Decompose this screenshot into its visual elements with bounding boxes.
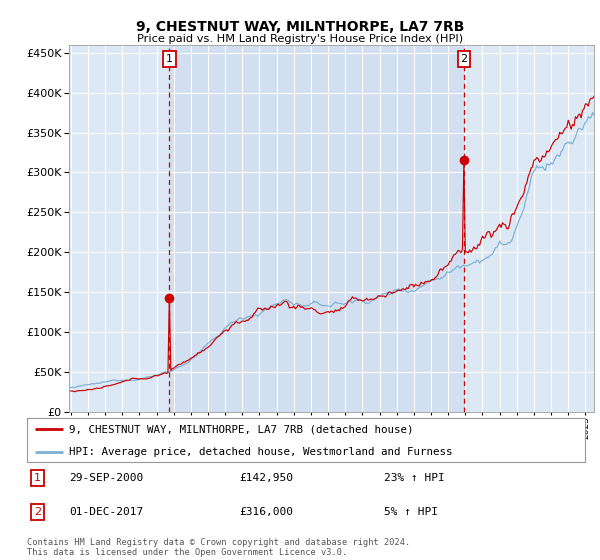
Text: 1: 1 bbox=[166, 54, 173, 64]
Text: HPI: Average price, detached house, Westmorland and Furness: HPI: Average price, detached house, West… bbox=[69, 447, 452, 458]
Text: 9, CHESTNUT WAY, MILNTHORPE, LA7 7RB (detached house): 9, CHESTNUT WAY, MILNTHORPE, LA7 7RB (de… bbox=[69, 424, 413, 434]
Text: 01-DEC-2017: 01-DEC-2017 bbox=[69, 507, 143, 517]
Text: Price paid vs. HM Land Registry's House Price Index (HPI): Price paid vs. HM Land Registry's House … bbox=[137, 34, 463, 44]
Text: 9, CHESTNUT WAY, MILNTHORPE, LA7 7RB: 9, CHESTNUT WAY, MILNTHORPE, LA7 7RB bbox=[136, 20, 464, 34]
Text: 5% ↑ HPI: 5% ↑ HPI bbox=[384, 507, 438, 517]
Text: 2: 2 bbox=[460, 54, 467, 64]
Text: 2: 2 bbox=[34, 507, 41, 517]
Text: 23% ↑ HPI: 23% ↑ HPI bbox=[384, 473, 445, 483]
Text: 1: 1 bbox=[34, 473, 41, 483]
Text: Contains HM Land Registry data © Crown copyright and database right 2024.
This d: Contains HM Land Registry data © Crown c… bbox=[27, 538, 410, 557]
Text: £142,950: £142,950 bbox=[239, 473, 293, 483]
Text: £316,000: £316,000 bbox=[239, 507, 293, 517]
Text: 29-SEP-2000: 29-SEP-2000 bbox=[69, 473, 143, 483]
